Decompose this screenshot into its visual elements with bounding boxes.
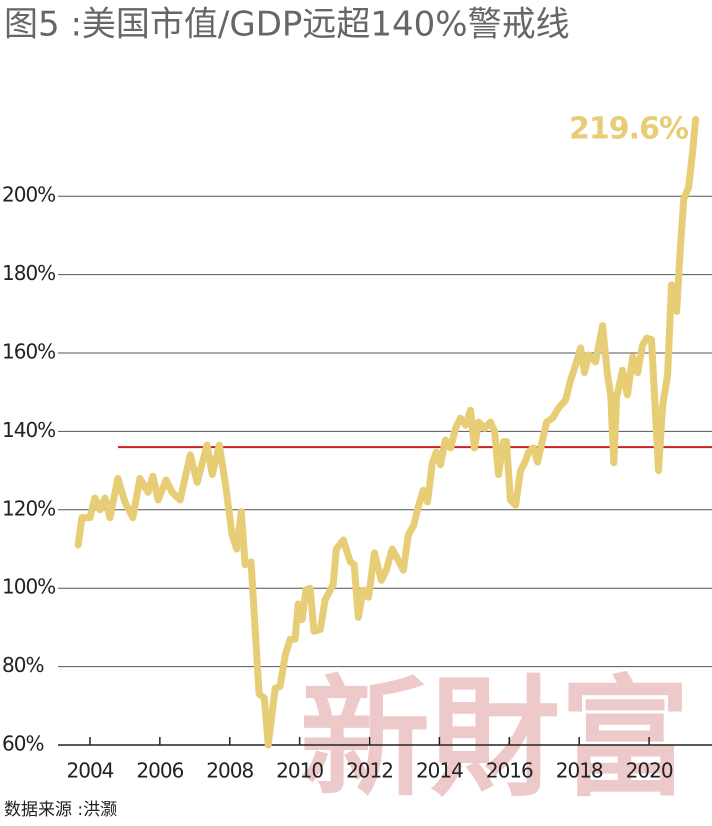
x-tick-label: 2020: [626, 759, 673, 783]
chart-title: 图5 :美国市值/GDP远超140%警戒线: [4, 5, 570, 45]
source-note: 数据来源 :洪灏: [4, 800, 117, 820]
y-tick-label: 200%: [2, 183, 55, 207]
watermark: 新財富: [300, 662, 690, 815]
x-tick-label: 2014: [416, 759, 463, 783]
x-tick-label: 2006: [136, 759, 183, 783]
value-annotation: 219.6%: [569, 112, 689, 147]
x-tick-label: 2008: [206, 759, 253, 783]
y-tick-label: 100%: [2, 575, 55, 599]
x-tick-label: 2016: [486, 759, 533, 783]
y-tick-label: 140%: [2, 418, 55, 442]
y-tick-label: 80%: [2, 653, 43, 677]
y-tick-label: 160%: [2, 340, 55, 364]
x-tick-label: 2004: [67, 759, 114, 783]
y-tick-label: 120%: [2, 496, 55, 520]
y-tick-label: 60%: [2, 732, 43, 756]
data-line: [74, 115, 700, 749]
x-tick-label: 2010: [276, 759, 323, 783]
y-tick-label: 180%: [2, 261, 55, 285]
x-tick-label: 2018: [556, 759, 603, 783]
x-tick-label: 2012: [346, 759, 393, 783]
